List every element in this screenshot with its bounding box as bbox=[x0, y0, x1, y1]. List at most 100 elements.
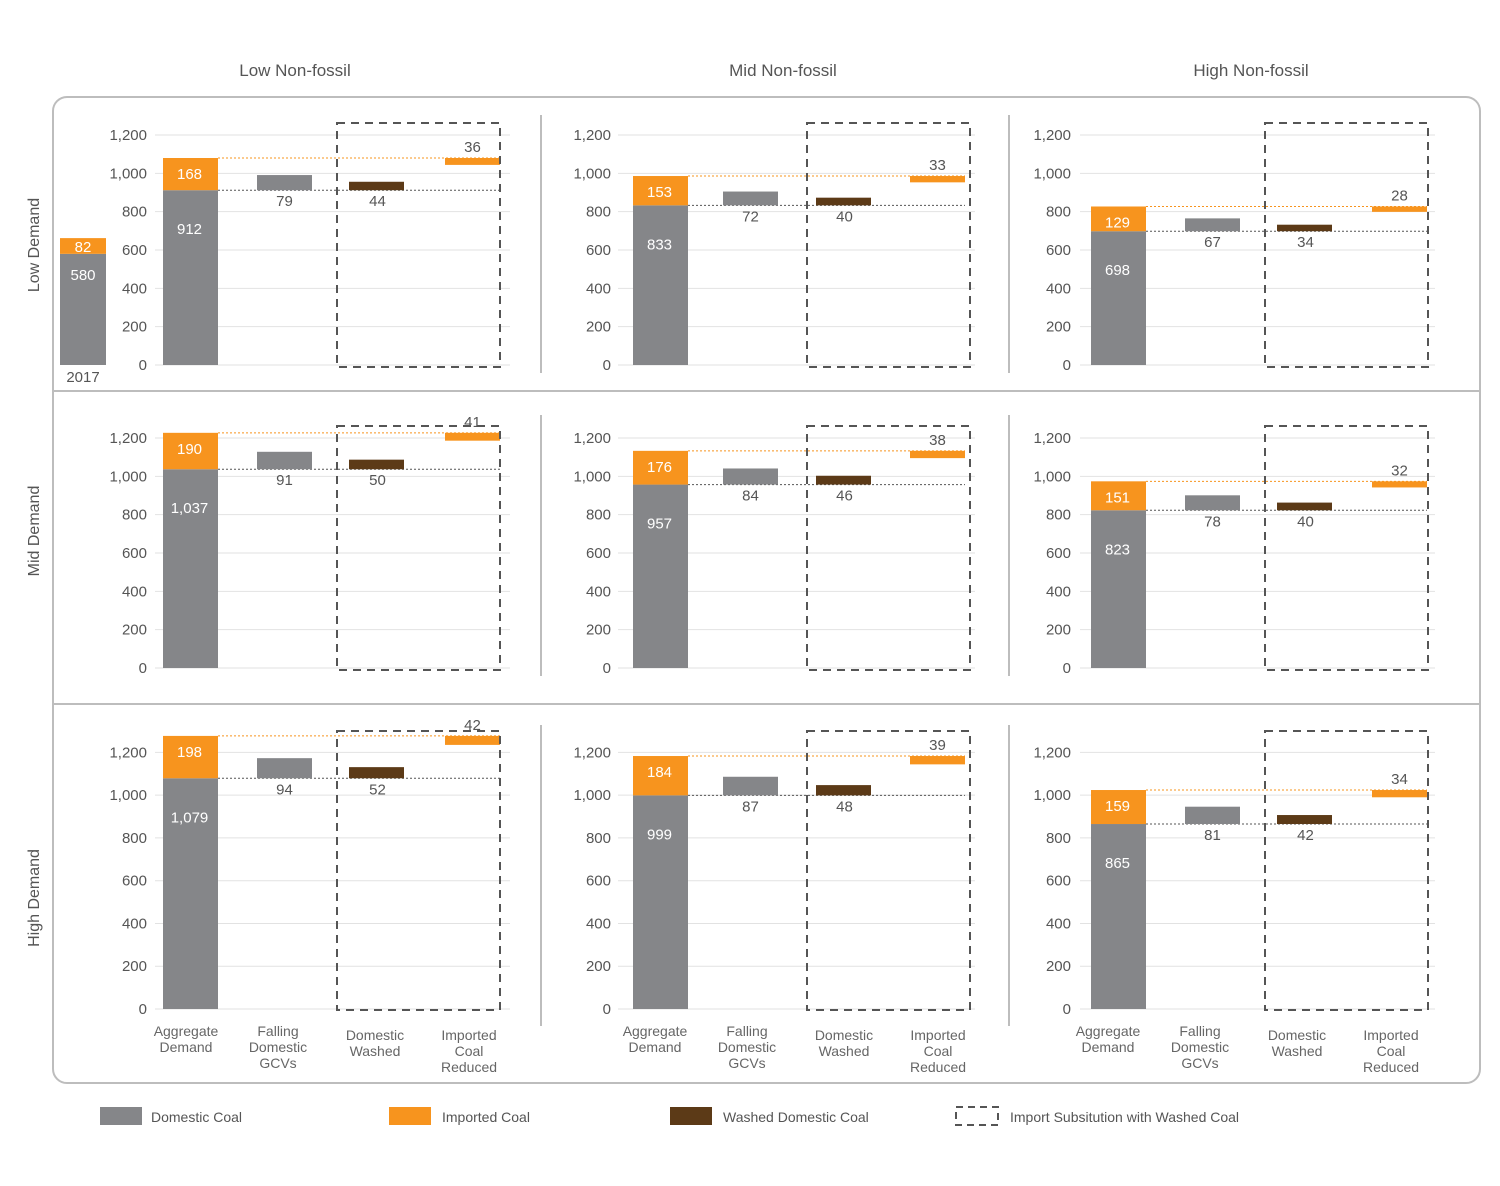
panel-1-0: 0 200 400 600 800 1,000 1,200 190 1,037 91 50 41 bbox=[109, 414, 510, 677]
imported-reduced-label: 34 bbox=[1391, 771, 1408, 788]
aggregate-domestic-bar bbox=[633, 484, 688, 668]
aggregate-imported-bar bbox=[633, 450, 688, 485]
y-tick-label: 0 bbox=[139, 660, 147, 677]
y-tick-label: 1,000 bbox=[1033, 468, 1071, 485]
y-tick-label: 0 bbox=[1063, 357, 1071, 374]
aggregate-imported-bar bbox=[633, 756, 688, 796]
legend-swatch-substitution bbox=[955, 1106, 999, 1126]
panel-0-2: 0 200 400 600 800 1,000 1,200 129 698 67 34 28 bbox=[1033, 122, 1435, 374]
category-label: Imported Coal Reduced bbox=[910, 1027, 966, 1075]
y-tick-label: 200 bbox=[122, 319, 147, 336]
substitution-box bbox=[336, 730, 501, 1011]
y-tick-label: 400 bbox=[1046, 915, 1071, 932]
y-tick-label: 1,200 bbox=[573, 127, 611, 144]
y-tick-label: 200 bbox=[1046, 958, 1071, 975]
legend-label-washed: Washed Domestic Coal bbox=[723, 1109, 869, 1125]
y-tick-label: 400 bbox=[122, 915, 147, 932]
outer-frame bbox=[52, 96, 1481, 1084]
imported-reduced-bar bbox=[1372, 206, 1427, 212]
y-tick-label: 0 bbox=[139, 1001, 147, 1018]
imported-reduced-label: 32 bbox=[1391, 462, 1408, 479]
y-tick-label: 600 bbox=[122, 242, 147, 259]
y-tick-label: 800 bbox=[122, 204, 147, 221]
aggregate-domestic-label: 999 bbox=[647, 826, 672, 843]
substitution-box bbox=[1264, 122, 1429, 368]
aggregate-imported-label: 198 bbox=[177, 744, 202, 761]
y-tick-label: 0 bbox=[603, 357, 611, 374]
falling-gcv-label: 94 bbox=[276, 781, 293, 798]
panel-0-0: 0 200 400 600 800 1,000 1,200 580 82 2017 168 912 79… bbox=[60, 122, 510, 386]
y-tick-label: 800 bbox=[1046, 204, 1071, 221]
legend: Domestic Coal Imported Coal Washed Domes… bbox=[100, 1106, 1239, 1126]
falling-gcv-bar bbox=[1185, 218, 1240, 232]
falling-gcv-bar bbox=[257, 451, 312, 470]
y-tick-label: 600 bbox=[1046, 242, 1071, 259]
washed-label: 40 bbox=[836, 208, 853, 225]
y-tick-label: 1,000 bbox=[109, 165, 147, 182]
y-tick-label: 0 bbox=[139, 357, 147, 374]
y-tick-label: 800 bbox=[122, 507, 147, 524]
substitution-box bbox=[1264, 425, 1429, 671]
y-tick-label: 600 bbox=[586, 873, 611, 890]
washed-bar bbox=[349, 459, 404, 470]
aggregate-domestic-label: 957 bbox=[647, 516, 672, 533]
imported-reduced-label: 28 bbox=[1391, 187, 1408, 204]
baseline-imported-bar bbox=[60, 238, 106, 254]
y-tick-label: 1,200 bbox=[1033, 430, 1071, 447]
y-tick-label: 1,200 bbox=[109, 127, 147, 144]
y-tick-label: 400 bbox=[122, 280, 147, 297]
category-label: Falling Domestic GCVs bbox=[1171, 1023, 1229, 1071]
falling-gcv-bar bbox=[723, 191, 778, 206]
panel-0-1: 0 200 400 600 800 1,000 1,200 153 833 72 40 33 bbox=[573, 122, 975, 374]
y-tick-label: 200 bbox=[1046, 319, 1071, 336]
aggregate-imported-bar bbox=[633, 176, 688, 206]
imported-reduced-label: 38 bbox=[929, 432, 946, 449]
panel-1-2: 0 200 400 600 800 1,000 1,200 151 823 78 40 32 bbox=[1033, 425, 1435, 677]
y-tick-label: 1,000 bbox=[573, 787, 611, 804]
falling-gcv-bar bbox=[1185, 806, 1240, 825]
y-tick-label: 1,000 bbox=[109, 468, 147, 485]
y-tick-label: 1,200 bbox=[109, 430, 147, 447]
y-tick-label: 400 bbox=[586, 583, 611, 600]
aggregate-domestic-bar bbox=[633, 795, 688, 1009]
aggregate-domestic-label: 865 bbox=[1105, 855, 1130, 872]
imported-reduced-bar bbox=[445, 158, 500, 165]
panel-2-1: 0 200 400 600 800 1,000 1,200 184 999 87 48 39 Aggre… bbox=[573, 730, 975, 1075]
baseline-domestic-label: 580 bbox=[70, 267, 95, 284]
aggregate-imported-bar bbox=[163, 158, 218, 191]
category-label: Falling Domestic GCVs bbox=[249, 1023, 307, 1071]
legend-swatch-domestic bbox=[100, 1107, 142, 1125]
row-header-low-demand: Low Demand bbox=[26, 198, 43, 292]
legend-label-imported: Imported Coal bbox=[442, 1109, 530, 1125]
aggregate-domestic-label: 1,079 bbox=[171, 809, 209, 826]
row-header-high-demand: High Demand bbox=[26, 849, 43, 947]
y-tick-label: 200 bbox=[122, 622, 147, 639]
y-tick-label: 0 bbox=[1063, 1001, 1071, 1018]
panel-2-0: 0 200 400 600 800 1,000 1,200 198 1,079 94 52 42 Agg… bbox=[109, 717, 510, 1075]
substitution-box bbox=[806, 425, 971, 671]
imported-reduced-label: 33 bbox=[929, 157, 946, 174]
y-tick-label: 1,200 bbox=[573, 744, 611, 761]
aggregate-imported-label: 151 bbox=[1105, 489, 1130, 506]
y-tick-label: 600 bbox=[1046, 545, 1071, 562]
imported-reduced-label: 42 bbox=[464, 717, 481, 734]
imported-reduced-bar bbox=[445, 735, 500, 745]
washed-bar bbox=[349, 181, 404, 191]
y-tick-label: 1,200 bbox=[109, 744, 147, 761]
aggregate-domestic-bar bbox=[163, 190, 218, 365]
falling-gcv-label: 78 bbox=[1204, 513, 1221, 530]
category-label: Aggregate Demand bbox=[1076, 1023, 1141, 1055]
baseline-year-label: 2017 bbox=[66, 369, 99, 386]
substitution-box bbox=[336, 122, 501, 368]
aggregate-imported-label: 153 bbox=[647, 184, 672, 201]
baseline-domestic-bar bbox=[60, 253, 106, 365]
aggregate-domestic-bar bbox=[633, 205, 688, 365]
falling-gcv-label: 79 bbox=[276, 193, 293, 210]
baseline-imported-label: 82 bbox=[75, 239, 92, 256]
aggregate-imported-label: 184 bbox=[647, 764, 672, 781]
washed-label: 42 bbox=[1297, 827, 1314, 844]
aggregate-imported-bar bbox=[163, 735, 218, 779]
category-label: Imported Coal Reduced bbox=[1363, 1027, 1419, 1075]
column-header-high-nonfossil: High Non-fossil bbox=[1193, 61, 1308, 80]
falling-gcv-label: 84 bbox=[742, 488, 759, 505]
